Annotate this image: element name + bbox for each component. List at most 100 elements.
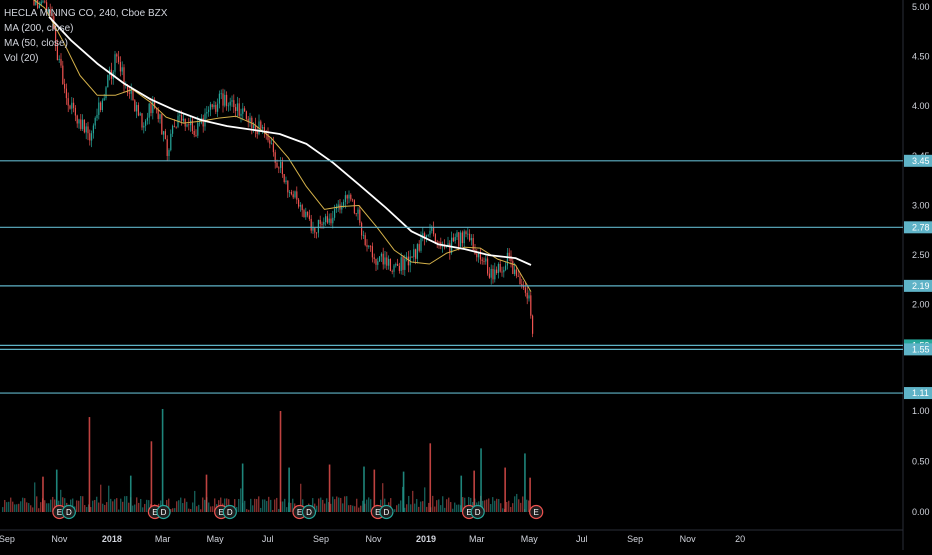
volume-bar	[330, 503, 332, 512]
candle-body	[191, 120, 193, 131]
candle-body	[384, 257, 386, 265]
dividend-marker[interactable]	[470, 504, 485, 520]
symbol-title[interactable]: HECLA MINING CO, 240, Cboe BZX	[4, 8, 168, 19]
candle-body	[359, 209, 361, 223]
volume-bar	[172, 508, 174, 512]
earnings-marker[interactable]	[529, 504, 544, 520]
volume-bar	[520, 502, 522, 512]
price-level-tag[interactable]	[904, 279, 932, 292]
volume-bar	[208, 502, 210, 512]
time-tick-label: May	[207, 534, 225, 544]
candle-body	[164, 131, 166, 140]
dividend-marker[interactable]	[156, 504, 171, 520]
study-volume-label[interactable]: Vol (20)	[4, 53, 39, 64]
volume-bar	[196, 506, 198, 512]
price-tag-label: 1.11	[912, 388, 929, 398]
volume-bar	[436, 500, 438, 512]
volume-bar	[352, 505, 354, 512]
dividend-marker[interactable]	[61, 504, 76, 520]
candle-body	[60, 58, 62, 66]
volume-bar	[356, 498, 358, 512]
candle-body	[292, 194, 294, 198]
candle-body	[350, 194, 352, 200]
volume-bar	[454, 502, 456, 512]
volume-bar	[106, 502, 108, 512]
volume-bar	[322, 499, 324, 512]
volume-bar	[502, 508, 504, 512]
chart-legend: HECLA MINING CO, 240, Cboe BZX MA (200, …	[4, 6, 167, 66]
price-level-tag[interactable]	[904, 221, 932, 234]
price-tick-label: 3.00	[912, 200, 930, 210]
candle-body	[78, 119, 80, 124]
volume-bar	[510, 506, 512, 512]
candle-body	[229, 101, 231, 106]
study-ma200-label[interactable]: MA (200, close)	[4, 23, 74, 34]
price-tick-label: 5.00	[912, 2, 930, 12]
time-tick-label: Sep	[313, 534, 329, 544]
study-ma50-label[interactable]: MA (50, close)	[4, 38, 68, 49]
candle-body	[406, 256, 408, 259]
volume-bar	[118, 509, 120, 512]
volume-bar	[488, 498, 490, 512]
candle-body	[152, 99, 154, 114]
volume-bar	[12, 501, 14, 512]
volume-bar	[422, 501, 424, 512]
candle-body	[510, 256, 512, 262]
price-level-tag[interactable]	[904, 343, 932, 356]
price-tag-label: 2.78	[912, 222, 930, 232]
volume-bar	[212, 506, 214, 512]
candle-body	[526, 292, 528, 299]
volume-bar	[300, 483, 302, 512]
volume-bar	[144, 503, 146, 512]
price-level-tag[interactable]	[904, 154, 932, 167]
volume-bar	[406, 504, 408, 512]
candle-body	[281, 162, 283, 175]
candle-body	[181, 115, 183, 121]
volume-bar	[90, 507, 92, 512]
candle-body	[407, 256, 409, 266]
volume-bar	[38, 508, 40, 512]
candle-body	[317, 219, 319, 233]
dividend-marker[interactable]	[301, 504, 317, 520]
dividend-marker[interactable]	[379, 504, 394, 520]
candle-body	[512, 261, 514, 274]
time-tick-label: Jul	[576, 534, 588, 544]
price-tick-label: 4.50	[912, 52, 930, 62]
volume-bar	[514, 496, 516, 512]
price-level-tag[interactable]	[904, 387, 932, 400]
candle-body	[278, 167, 280, 169]
volume-bar	[128, 502, 130, 512]
candle-body	[341, 205, 343, 210]
volume-bar	[320, 497, 322, 512]
volume-bar	[410, 504, 412, 512]
candle-body	[521, 284, 523, 287]
candle-body	[425, 235, 427, 240]
candle-body	[204, 113, 206, 127]
candle-body	[411, 256, 413, 258]
candle-body	[276, 162, 278, 168]
volume-bar	[236, 506, 238, 512]
candle-body	[76, 115, 78, 124]
candle-body	[382, 253, 384, 265]
candle-body	[103, 98, 105, 101]
candle-body	[515, 269, 517, 276]
candle-body	[427, 234, 429, 236]
volume-spike-bar	[473, 470, 475, 512]
volume-spike-bar	[205, 474, 208, 512]
candle-body	[476, 253, 478, 258]
candle-body	[451, 237, 453, 254]
candle-body	[47, 9, 49, 12]
candle-body	[431, 227, 433, 231]
candle-body	[249, 117, 251, 122]
event-marker-label: D	[227, 508, 233, 517]
candle-body	[172, 125, 174, 134]
dividend-marker[interactable]	[222, 504, 237, 520]
candle-body	[370, 245, 372, 247]
candle-body	[334, 209, 336, 218]
candle-body	[343, 201, 345, 206]
volume-bar	[16, 504, 18, 512]
volume-bar	[114, 499, 116, 512]
candle-body	[328, 218, 330, 223]
